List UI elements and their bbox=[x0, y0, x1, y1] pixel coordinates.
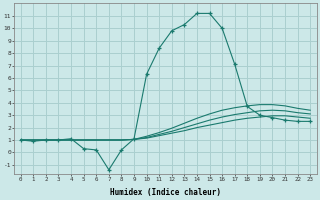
X-axis label: Humidex (Indice chaleur): Humidex (Indice chaleur) bbox=[110, 188, 221, 197]
